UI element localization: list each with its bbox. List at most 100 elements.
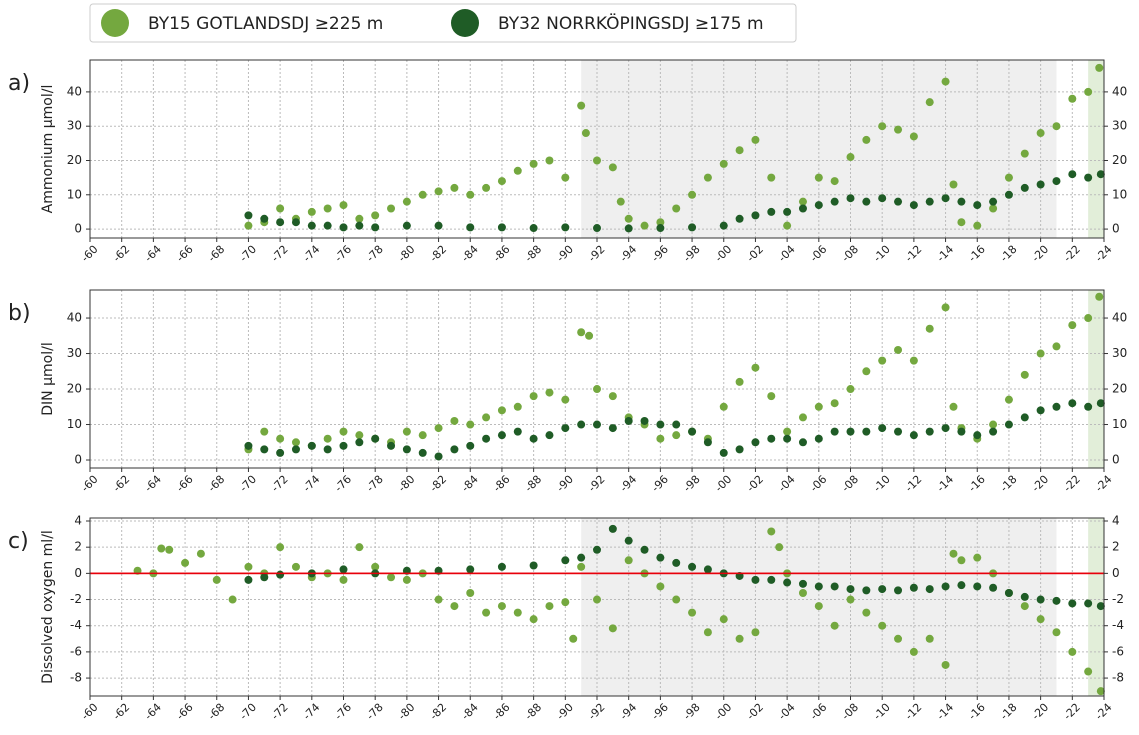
data-point xyxy=(941,424,950,433)
x-tick-label: -10 xyxy=(871,243,893,265)
data-point xyxy=(276,204,285,213)
data-point xyxy=(402,575,411,584)
data-point xyxy=(909,201,918,210)
data-point xyxy=(529,159,538,168)
data-point xyxy=(751,575,760,584)
x-tick-label: -24 xyxy=(1093,701,1115,723)
data-point xyxy=(830,427,839,436)
x-tick-label: -16 xyxy=(966,243,988,265)
data-point xyxy=(434,187,443,196)
x-tick-label: -10 xyxy=(871,473,893,495)
data-point xyxy=(577,553,586,562)
data-point xyxy=(767,527,776,536)
data-point xyxy=(244,562,253,571)
data-point xyxy=(941,77,950,86)
data-point xyxy=(1096,399,1105,408)
shaded-span xyxy=(1088,518,1104,696)
data-point xyxy=(878,424,887,433)
data-point xyxy=(798,438,807,447)
data-point xyxy=(656,218,665,227)
data-point xyxy=(1084,402,1093,411)
data-point xyxy=(608,163,617,172)
data-point xyxy=(656,224,665,233)
y-tick-label-right: 40 xyxy=(1112,84,1127,98)
y-tick-label: 10 xyxy=(67,187,82,201)
data-point xyxy=(798,204,807,213)
data-point xyxy=(276,570,285,579)
data-point xyxy=(1036,129,1045,138)
data-point xyxy=(1068,599,1077,608)
x-tick-label: -24 xyxy=(1093,243,1115,265)
data-point xyxy=(830,197,839,206)
data-point xyxy=(1084,599,1093,608)
data-point xyxy=(830,621,839,630)
data-point xyxy=(244,441,253,450)
x-tick-label: -62 xyxy=(110,243,132,265)
data-point xyxy=(355,214,364,223)
data-point xyxy=(973,553,982,562)
data-point xyxy=(482,608,491,617)
data-point xyxy=(846,427,855,436)
x-tick-label: -00 xyxy=(712,701,734,723)
x-tick-label: -60 xyxy=(79,243,101,265)
data-point xyxy=(941,660,950,669)
data-point xyxy=(608,392,617,401)
data-point xyxy=(672,558,681,567)
y-tick-label: 20 xyxy=(67,382,82,396)
x-tick-label: -04 xyxy=(776,701,798,723)
x-tick-label: -90 xyxy=(554,243,576,265)
data-point xyxy=(878,585,887,594)
data-point xyxy=(497,431,506,440)
data-point xyxy=(466,441,475,450)
x-tick-label: -98 xyxy=(681,243,703,265)
x-tick-label: -76 xyxy=(332,701,354,723)
x-tick-label: -20 xyxy=(1029,473,1051,495)
data-point xyxy=(814,434,823,443)
x-tick-label: -84 xyxy=(459,473,481,495)
data-point xyxy=(561,173,570,182)
x-tick-label: -72 xyxy=(269,473,291,495)
data-point xyxy=(593,420,601,429)
data-point xyxy=(323,445,332,454)
x-tick-label: -08 xyxy=(839,473,861,495)
x-tick-label: -76 xyxy=(332,473,354,495)
data-point xyxy=(672,204,681,213)
data-point xyxy=(862,427,871,436)
x-tick-label: -08 xyxy=(839,243,861,265)
data-point xyxy=(798,413,807,422)
y-tick-label: -6 xyxy=(70,644,82,658)
data-point xyxy=(497,223,506,232)
x-tick-label: -62 xyxy=(110,701,132,723)
data-point xyxy=(1036,406,1045,415)
x-tick-label: -20 xyxy=(1029,701,1051,723)
data-point xyxy=(307,207,316,216)
data-point xyxy=(339,575,348,584)
data-point xyxy=(814,201,823,210)
x-tick-label: -92 xyxy=(586,701,608,723)
data-point xyxy=(1004,173,1013,182)
data-point xyxy=(1096,602,1105,611)
legend-marker xyxy=(101,9,129,37)
data-point xyxy=(513,166,522,175)
panel-label: b) xyxy=(8,301,31,326)
data-point xyxy=(909,356,918,365)
data-point xyxy=(291,445,300,454)
data-point xyxy=(878,122,887,131)
data-point xyxy=(418,448,427,457)
data-point xyxy=(1052,122,1061,131)
y-tick-label-right: 10 xyxy=(1112,417,1127,431)
data-point xyxy=(862,367,871,376)
data-point xyxy=(783,578,792,587)
data-point xyxy=(513,402,522,411)
data-point xyxy=(418,431,427,440)
data-point xyxy=(1004,588,1013,597)
y-tick-label: 0 xyxy=(74,566,82,580)
y-axis-label: Ammonium µmol/l xyxy=(40,85,56,214)
data-point xyxy=(482,413,491,422)
x-tick-label: -12 xyxy=(903,473,925,495)
data-point xyxy=(561,424,570,433)
data-point xyxy=(1095,292,1104,301)
plot-frame xyxy=(89,289,1105,469)
data-point xyxy=(1052,177,1061,186)
data-point xyxy=(434,452,443,461)
